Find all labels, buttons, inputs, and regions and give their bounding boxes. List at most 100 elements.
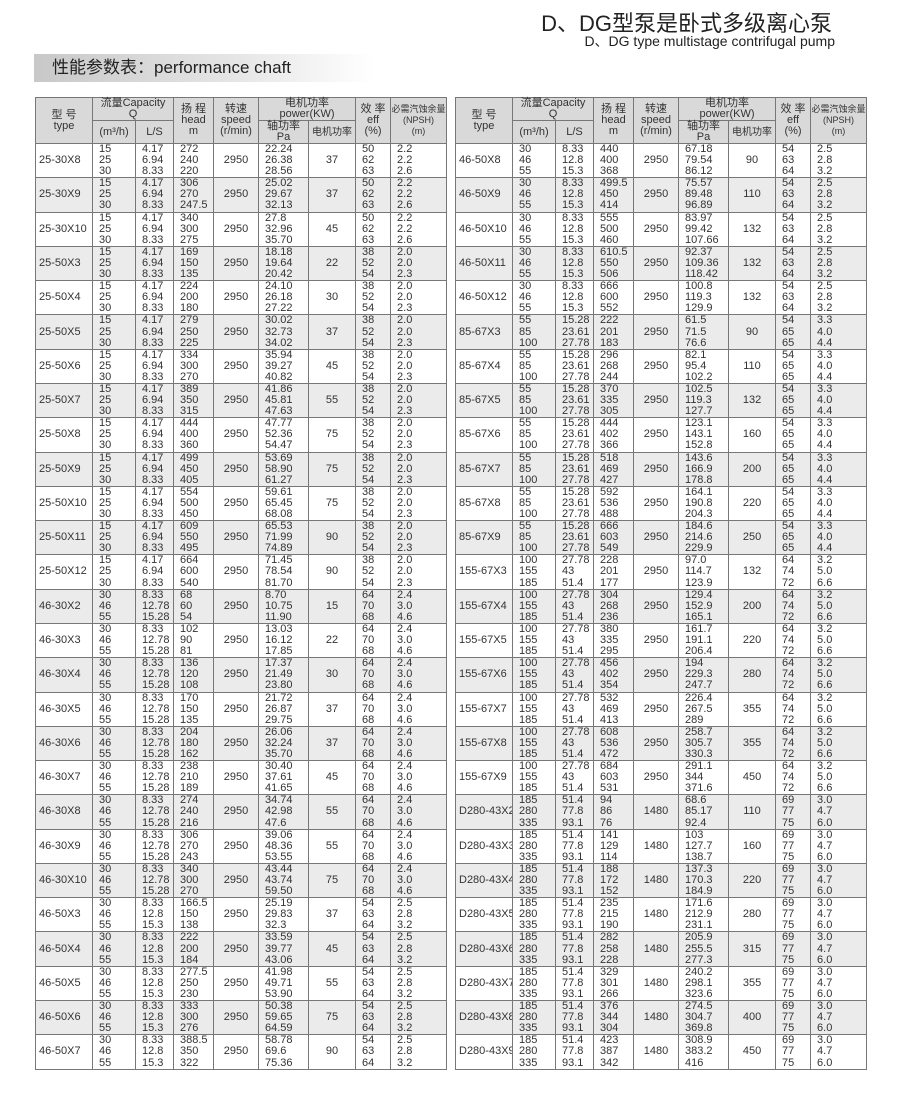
cell-npsh: 3.2 5.0 6.6 — [810, 657, 868, 693]
cell-motor-power: 160 — [728, 417, 777, 453]
cell-speed: 2950 — [633, 760, 680, 796]
cell-eff: 54 63 64 — [355, 1034, 392, 1070]
cell-q-m3h: 30 46 55 — [92, 691, 136, 727]
cell-motor-power: 75 — [308, 451, 357, 487]
header-motor: 电机功率 — [308, 120, 357, 144]
cell-speed: 2950 — [633, 417, 680, 453]
cell-eff: 54 63 64 — [355, 1000, 392, 1036]
cell-npsh: 2.5 2.8 3.2 — [810, 211, 868, 247]
cell-head: 333 300 276 — [173, 1000, 215, 1036]
cell-head: 388.5 350 322 — [173, 1034, 215, 1070]
table-row: 25-50X4 15 25 30 4.17 6.94 8.33 224 200 180 2950 24… — [35, 280, 448, 316]
cell-shaft-power: 65.53 71.99 74.89 — [258, 520, 310, 556]
cell-npsh: 3.0 4.7 6.0 — [810, 828, 868, 864]
cell-type: D280-43X4 — [455, 862, 513, 899]
cell-q-m3h: 15 25 30 — [92, 314, 136, 350]
cell-q-m3h: 15 25 30 — [92, 177, 136, 213]
header-pa: 轴功率 Pa — [678, 120, 730, 144]
table-row: 25-50X11 15 25 30 4.17 6.94 8.33 609 550 495 2950 6… — [35, 520, 448, 556]
cell-npsh: 2.4 3.0 4.6 — [390, 622, 448, 659]
cell-shaft-power: 184.6 214.6 229.9 — [678, 520, 730, 556]
cell-shaft-power: 25.19 29.83 32.3 — [258, 897, 310, 933]
cell-motor-power: 110 — [728, 177, 777, 213]
cell-eff: 69 77 75 — [775, 931, 812, 967]
cell-eff: 69 77 75 — [775, 862, 812, 899]
cell-shaft-power: 27.8 32.96 35.70 — [258, 211, 310, 247]
cell-head: 277.5 250 230 — [173, 965, 215, 1002]
cell-head: 136 120 108 — [173, 657, 215, 693]
cell-q-ls: 15.28 23.61 27.78 — [554, 348, 595, 384]
cell-speed: 2950 — [213, 588, 260, 624]
cell-head: 444 400 360 — [173, 417, 215, 453]
cell-q-m3h: 15 25 30 — [92, 245, 136, 282]
table-row: 155-67X8 100 155 185 27.78 43 51.4 608 536 472 295… — [455, 725, 868, 762]
cell-speed: 2950 — [213, 828, 260, 864]
cell-head: 440 400 368 — [593, 142, 635, 179]
cell-shaft-power: 171.6 212.9 231.1 — [678, 897, 730, 933]
cell-motor-power: 90 — [308, 554, 357, 590]
cell-motor-power: 55 — [308, 794, 357, 830]
cell-speed: 1480 — [633, 794, 680, 830]
cell-motor-power: 110 — [728, 794, 777, 830]
cell-type: 25-50X9 — [35, 451, 93, 487]
table-row: 46-50X11 30 46 55 8.33 12.8 15.3 610.5 550 506 295… — [455, 245, 868, 282]
cell-shaft-power: 83.97 99.42 107.66 — [678, 211, 730, 247]
cell-q-m3h: 30 46 55 — [92, 794, 136, 830]
cell-type: 25-50X7 — [35, 382, 93, 419]
cell-type: 25-50X10 — [35, 485, 93, 522]
cell-speed: 2950 — [213, 177, 260, 213]
cell-shaft-power: 30.02 32.73 34.02 — [258, 314, 310, 350]
cell-shaft-power: 8.70 10.75 11.90 — [258, 588, 310, 624]
cell-type: 85-67X6 — [455, 417, 513, 453]
cell-shaft-power: 143.6 166.9 178.8 — [678, 451, 730, 487]
cell-eff: 54 63 64 — [775, 142, 812, 179]
cell-speed: 2950 — [213, 280, 260, 316]
cell-npsh: 3.0 4.7 6.0 — [810, 862, 868, 899]
header-power: 电机功率 power(KW) — [258, 97, 357, 121]
cell-q-m3h: 30 46 55 — [92, 965, 136, 1002]
cell-speed: 1480 — [633, 931, 680, 967]
cell-type: D280-43X9 — [455, 1034, 513, 1070]
table-row: 46-30X10 30 46 55 8.33 12.78 15.28 340 300 270 295… — [35, 862, 448, 899]
cell-q-ls: 4.17 6.94 8.33 — [134, 382, 175, 419]
cell-speed: 2950 — [633, 314, 680, 350]
cell-q-ls: 51.4 77.8 93.1 — [554, 931, 595, 967]
cell-speed: 2950 — [213, 725, 260, 762]
cell-motor-power: 37 — [308, 177, 357, 213]
cell-head: 169 150 135 — [173, 245, 215, 282]
cell-speed: 2950 — [213, 348, 260, 384]
cell-motor-power: 90 — [728, 142, 777, 179]
cell-eff: 38 52 54 — [355, 280, 392, 316]
cell-shaft-power: 97.0 114.7 123.9 — [678, 554, 730, 590]
cell-eff: 54 65 65 — [775, 382, 812, 419]
table-row: 25-30X8 15 25 30 4.17 6.94 8.33 272 240 220 2950 22… — [35, 142, 448, 179]
cell-type: 46-30X2 — [35, 588, 93, 624]
cell-q-m3h: 15 25 30 — [92, 280, 136, 316]
cell-npsh: 3.3 4.0 4.4 — [810, 520, 868, 556]
header-speed: 转速 speed (r/min) — [633, 97, 680, 144]
cell-eff: 64 70 68 — [355, 588, 392, 624]
cell-motor-power: 220 — [728, 485, 777, 522]
cell-motor-power: 90 — [308, 1034, 357, 1070]
header-q-m3h: (m³/h) — [92, 120, 136, 144]
cell-eff: 54 63 64 — [775, 211, 812, 247]
cell-head: 610.5 550 506 — [593, 245, 635, 282]
cell-q-ls: 27.78 43 51.4 — [554, 588, 595, 624]
cell-motor-power: 280 — [728, 657, 777, 693]
cell-shaft-power: 100.8 119.3 129.9 — [678, 280, 730, 316]
cell-type: 46-30X7 — [35, 760, 93, 796]
table-row: 155-67X3 100 155 185 27.78 43 51.4 228 201 177 295… — [455, 554, 868, 590]
cell-type: 85-67X9 — [455, 520, 513, 556]
cell-shaft-power: 240.2 298.1 323.6 — [678, 965, 730, 1002]
cell-head: 166.5 150 138 — [173, 897, 215, 933]
cell-speed: 2950 — [213, 417, 260, 453]
cell-q-m3h: 15 25 30 — [92, 348, 136, 384]
cell-motor-power: 132 — [728, 245, 777, 282]
cell-npsh: 2.5 2.8 3.2 — [810, 177, 868, 213]
cell-q-m3h: 30 46 55 — [92, 897, 136, 933]
table-row: 85-67X8 55 85 100 15.28 23.61 27.78 592 536 488 29… — [455, 485, 868, 522]
cell-motor-power: 160 — [728, 828, 777, 864]
cell-q-m3h: 30 46 55 — [512, 142, 556, 179]
cell-eff: 54 63 64 — [355, 965, 392, 1002]
cell-type: 155-67X4 — [455, 588, 513, 624]
